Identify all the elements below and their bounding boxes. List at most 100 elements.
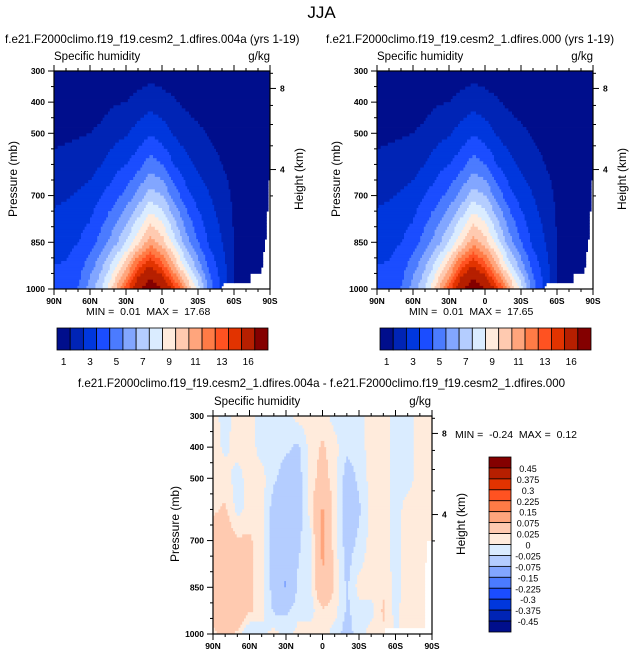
contour-fill xyxy=(117,264,123,268)
contour-fill xyxy=(54,151,109,156)
contour-fill xyxy=(472,257,475,262)
contour-fill xyxy=(144,139,159,144)
contour-fill xyxy=(54,195,71,200)
contour-fill xyxy=(535,282,543,287)
contour-fill xyxy=(320,556,325,560)
contour-fill xyxy=(231,481,245,485)
contour-fill xyxy=(359,521,369,526)
contour-fill xyxy=(459,89,489,94)
contour-fill xyxy=(413,428,433,432)
contour-fill xyxy=(213,493,234,498)
contour-fill xyxy=(227,512,238,517)
contour-fill xyxy=(416,245,428,249)
contour-fill xyxy=(81,273,91,277)
contour-fill xyxy=(315,556,322,560)
contour-fill xyxy=(315,565,334,569)
contour-fill xyxy=(145,267,154,271)
contour-fill xyxy=(377,183,408,187)
contour-fill xyxy=(542,223,556,228)
contour-fill xyxy=(326,450,340,454)
contour-fill xyxy=(366,450,391,454)
contour-fill xyxy=(136,170,168,175)
contour-fill xyxy=(315,574,334,579)
contour-fill xyxy=(171,285,175,290)
contour-fill xyxy=(324,440,338,445)
contour-fill xyxy=(313,602,322,607)
contour-fill xyxy=(503,195,516,200)
contour-fill xyxy=(178,251,184,256)
contour-fill xyxy=(531,192,554,196)
contour-fill xyxy=(220,434,230,439)
contour-fill xyxy=(486,264,493,268)
contour-fill xyxy=(447,136,471,140)
contour-fill xyxy=(162,117,195,122)
contour-fill xyxy=(399,609,426,613)
contour-fill xyxy=(400,515,433,520)
x-tick-label: 30S xyxy=(513,296,528,306)
contour-fill xyxy=(317,468,329,473)
contour-fill xyxy=(434,208,448,212)
contour-fill xyxy=(434,180,453,184)
contour-fill xyxy=(54,276,82,281)
contour-fill xyxy=(450,254,457,259)
contour-fill xyxy=(423,120,461,125)
min-value: 0.01 xyxy=(443,306,464,318)
contour-fill xyxy=(269,521,303,526)
colorbar-box xyxy=(379,327,394,351)
contour-fill xyxy=(540,267,551,271)
contour-fill xyxy=(443,214,455,218)
contour-fill xyxy=(311,543,316,548)
contour-fill xyxy=(147,136,156,140)
contour-fill xyxy=(201,264,208,268)
contour-fill xyxy=(513,267,520,271)
contour-fill xyxy=(253,587,265,591)
contour-fill xyxy=(54,226,85,231)
contour-fill xyxy=(122,245,130,249)
contour-fill xyxy=(447,260,453,265)
contour-fill xyxy=(187,208,199,212)
contour-fill xyxy=(127,99,177,103)
colorbar-label: 3 xyxy=(410,357,416,368)
contour-fill xyxy=(122,273,129,277)
contour-fill xyxy=(488,167,502,172)
contour-fill xyxy=(353,546,367,551)
contour-fill xyxy=(172,214,181,218)
contour-fill xyxy=(459,204,470,209)
contour-fill xyxy=(115,142,143,147)
contour-fill xyxy=(287,612,314,616)
contour-fill xyxy=(447,270,453,274)
contour-fill xyxy=(393,621,400,626)
contour-fill xyxy=(174,95,271,100)
contour-fill xyxy=(445,245,453,249)
contour-fill xyxy=(494,267,500,271)
contour-fill xyxy=(512,264,518,268)
contour-fill xyxy=(218,419,232,423)
x-tick-label: 90S xyxy=(262,296,277,306)
contour-fill xyxy=(470,239,479,243)
contour-fill xyxy=(253,571,265,576)
contour-fill xyxy=(472,155,477,159)
contour-fill xyxy=(213,534,238,538)
contour-fill xyxy=(77,285,87,290)
contour-fill xyxy=(382,599,385,604)
contour-fill xyxy=(213,624,241,629)
contour-fill xyxy=(377,180,412,184)
contour-fill xyxy=(264,549,270,554)
contour-fill xyxy=(468,192,484,196)
contour-fill xyxy=(108,285,112,290)
contour-fill xyxy=(349,612,374,616)
contour-fill xyxy=(548,254,558,259)
contour-fill xyxy=(176,257,181,262)
contour-fill xyxy=(318,599,331,604)
contour-fill xyxy=(528,130,594,134)
contour-fill xyxy=(512,214,525,218)
contour-fill xyxy=(254,440,307,445)
contour-fill xyxy=(393,251,414,256)
contour-fill xyxy=(213,531,236,535)
contour-fill xyxy=(138,186,168,190)
contour-fill xyxy=(244,506,265,510)
contour-fill xyxy=(118,239,127,243)
contour-fill xyxy=(115,279,120,284)
contour-fill xyxy=(127,220,136,224)
contour-fill xyxy=(468,254,479,259)
